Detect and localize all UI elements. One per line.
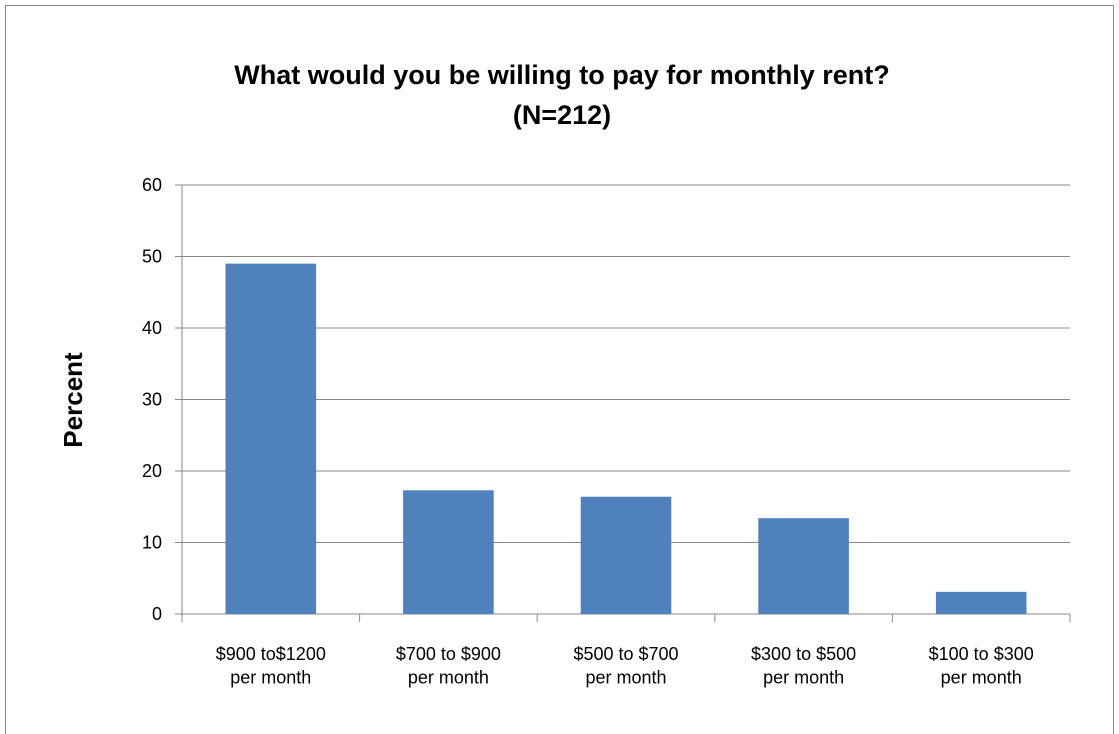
bar [758, 518, 849, 614]
y-tick-label: 0 [152, 604, 162, 624]
chart-frame [5, 5, 1114, 734]
bar [935, 591, 1027, 614]
y-tick-label: 30 [142, 390, 162, 410]
y-tick-label: 50 [142, 247, 162, 267]
chart-subtitle: (N=212) [513, 100, 611, 130]
y-tick-label: 20 [142, 461, 162, 481]
y-tick-label: 40 [142, 318, 162, 338]
y-tick-label: 10 [142, 533, 162, 553]
x-tick-label: $500 to $700 per month [573, 644, 678, 687]
x-tick-label: $100 to $300 per month [929, 644, 1034, 687]
bar [580, 496, 672, 614]
chart-title: What would you be willing to pay for mon… [234, 60, 889, 90]
bar [225, 263, 317, 614]
y-tick-label: 60 [142, 175, 162, 195]
x-tick-label: $700 to $900 per month [396, 644, 501, 687]
x-tick-label: $900 to$1200 per month [216, 644, 326, 687]
y-axis-label: Percent [58, 352, 88, 448]
bar [403, 490, 494, 614]
x-tick-label: $300 to $500 per month [751, 644, 856, 687]
